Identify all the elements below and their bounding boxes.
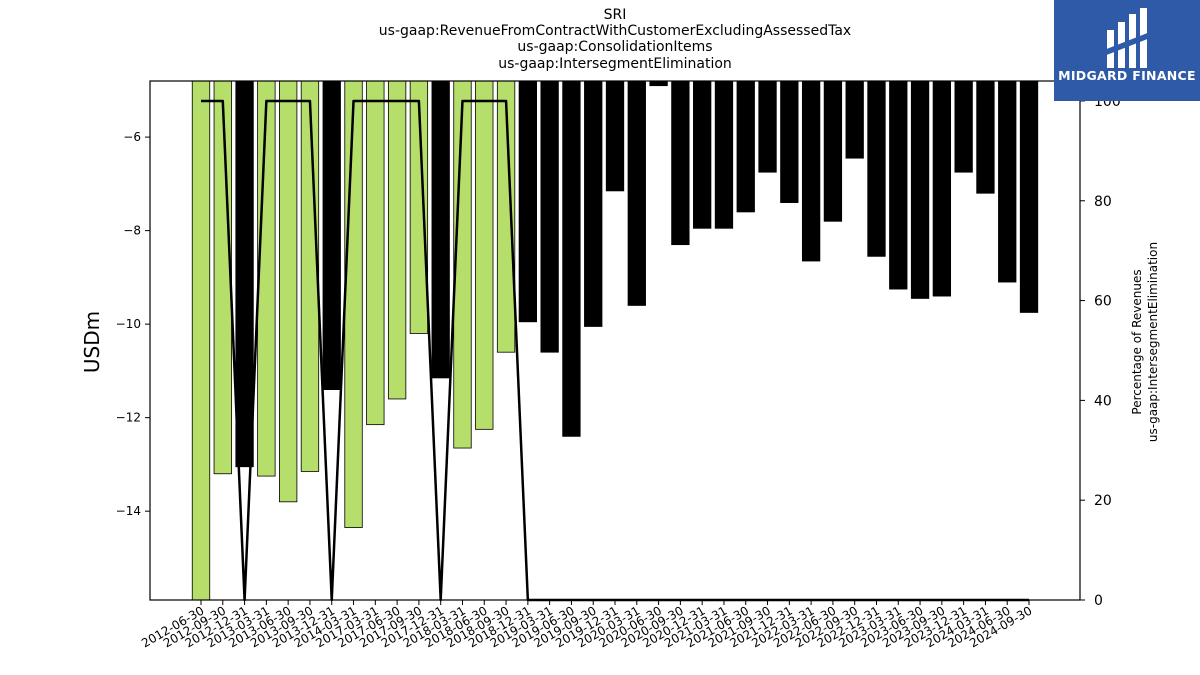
bar — [736, 80, 755, 213]
bar — [998, 80, 1017, 283]
midgard-logo-icon — [1104, 8, 1150, 68]
left-axis: −6 −8 −10 −12 −14 — [116, 130, 150, 518]
bar — [889, 80, 908, 290]
y2-tick-label: 80 — [1094, 194, 1112, 210]
y-tick-label: −8 — [123, 224, 141, 238]
bar — [693, 80, 712, 229]
bar — [845, 80, 864, 159]
bar — [191, 80, 211, 601]
x-axis: 2012-06-302012-09-302012-12-312013-03-31… — [139, 600, 1035, 650]
bar — [518, 80, 537, 323]
bar — [801, 80, 821, 262]
bar — [714, 80, 734, 229]
bar — [366, 80, 385, 426]
bar — [932, 80, 952, 297]
y2-tick-label: 0 — [1094, 593, 1103, 609]
bar — [758, 80, 777, 173]
bar — [300, 80, 320, 472]
y-tick-label: −14 — [116, 504, 141, 518]
bar — [976, 80, 995, 194]
y2-axis-label-line-1: Percentage of Revenues — [1130, 269, 1144, 414]
bar — [1019, 80, 1039, 313]
bar — [780, 80, 799, 203]
chart-title-line-2: us-gaap:RevenueFromContractWithCustomerE… — [378, 23, 852, 39]
chart-title-line-3: us-gaap:ConsolidationItems — [517, 39, 713, 55]
midgard-finance-logo: MIDGARD FINANCE — [1054, 0, 1200, 101]
y-tick-label: −6 — [123, 130, 141, 144]
bar — [562, 80, 581, 437]
bar — [387, 80, 407, 400]
y2-tick-label: 40 — [1094, 393, 1112, 409]
bar-group — [191, 80, 1039, 601]
bar — [540, 80, 559, 353]
bar — [671, 80, 690, 246]
bar — [649, 80, 668, 87]
bar — [431, 80, 450, 379]
bar — [257, 80, 276, 477]
bar — [213, 80, 232, 475]
bar — [344, 80, 363, 528]
y-tick-label: −12 — [116, 411, 141, 425]
y-axis-label: USDm — [80, 311, 104, 373]
bar — [627, 80, 646, 306]
bar — [823, 80, 843, 222]
bar — [322, 80, 341, 390]
logo-text: MIDGARD FINANCE — [1058, 68, 1196, 83]
bar — [605, 80, 625, 192]
bar — [910, 80, 930, 299]
bar — [954, 80, 973, 173]
bar — [867, 80, 886, 257]
chart-title-line-1: SRI — [603, 7, 627, 23]
y2-tick-label: 60 — [1094, 294, 1112, 310]
y2-axis-label-line-2: us-gaap:IntersegmentElimination — [1146, 242, 1160, 442]
bar — [475, 80, 494, 430]
y2-tick-label: 20 — [1094, 493, 1112, 509]
chart-title-line-4: us-gaap:IntersegmentElimination — [498, 56, 732, 72]
bar — [584, 80, 603, 327]
y-tick-label: −10 — [116, 317, 141, 331]
bar — [279, 80, 298, 503]
bar — [235, 80, 254, 468]
